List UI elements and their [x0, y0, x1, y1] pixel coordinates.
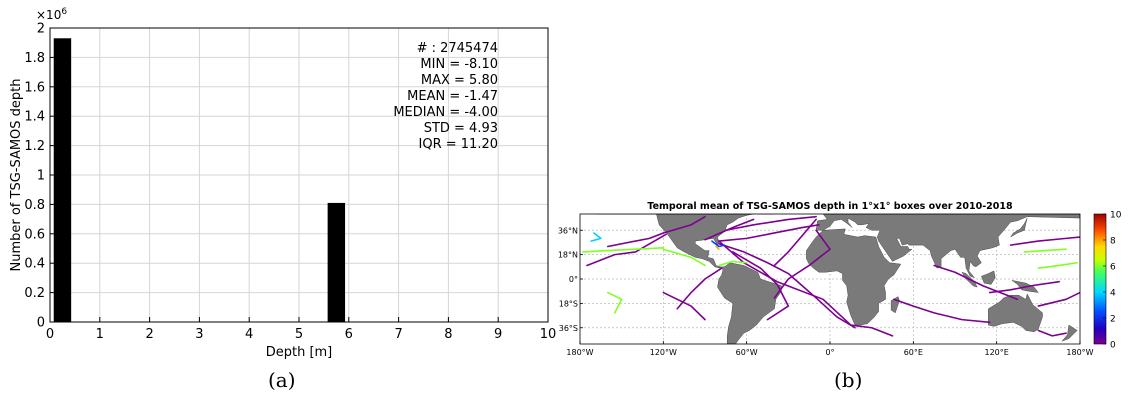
ship-track [718, 224, 820, 242]
y-tick-label: 1.2 [24, 139, 45, 154]
histogram-panel: 0 1 2 3 4 5 6 7 8 9 1000.20.40.60.811.21.41.61.82×… [9, 7, 557, 360]
ship-track [1037, 329, 1067, 337]
y-axis-label: Number of TSG-SAMOS depth [9, 78, 24, 271]
map-x-tick-label: 120°W [650, 348, 677, 357]
stats-line: MEAN = -1.47 [407, 89, 498, 104]
ship-track [704, 218, 755, 241]
ship-track [606, 232, 665, 248]
map-y-tick-label: 36°N [558, 226, 578, 235]
x-tick-label: 3 [195, 327, 203, 342]
stats-line: MIN = -8.10 [420, 57, 498, 72]
caption-b: (b) [834, 368, 863, 392]
map-y-tick-label: 0° [569, 275, 578, 284]
ship-track [662, 215, 706, 234]
y-tick-label: 1.6 [24, 80, 45, 95]
map-x-tick-label: 180°W [1066, 348, 1093, 357]
map-content [580, 214, 1080, 344]
stats-line: MEDIAN = -4.00 [393, 105, 498, 120]
plot-frame [49, 27, 549, 323]
map-x-tick-label: 60°E [904, 348, 923, 357]
land-eurasia [815, 214, 1080, 279]
ship-track [718, 242, 856, 329]
ship-track [725, 215, 817, 232]
colorbar-tick-label: 8 [1110, 237, 1116, 247]
map-x-tick-label: 120°E [985, 348, 1009, 357]
ship-track [1037, 291, 1080, 307]
x-axis-label: Depth [m] [266, 345, 333, 360]
colorbar [1093, 213, 1107, 345]
x-tick-label: 5 [295, 327, 303, 342]
land-africa [806, 228, 902, 326]
ship-track [1037, 261, 1079, 269]
colorbar-tick-label: 2 [1110, 315, 1116, 325]
ship-track [773, 229, 831, 299]
map-y-tick-label: 18°N [558, 251, 578, 260]
bar [53, 38, 72, 322]
x-tick-label: 6 [345, 327, 353, 342]
x-tick-label: 2 [145, 327, 153, 342]
ship-track [662, 248, 706, 267]
x-tick-label: 8 [444, 327, 452, 342]
x-tick-label: 9 [494, 327, 502, 342]
ship-track [676, 267, 723, 310]
y-tick-label: 1.4 [24, 110, 45, 125]
x-tick-label: 7 [394, 327, 402, 342]
y-tick-label: 0 [37, 316, 45, 331]
map-panel: Temporal mean of TSG-SAMOS depth in 1°x1… [558, 201, 1122, 357]
ship-track [933, 264, 1019, 301]
ship-track [606, 291, 623, 314]
x-tick-label: 4 [245, 327, 253, 342]
y-tick-label: 0.4 [24, 257, 45, 272]
y-tick-label: 0.2 [24, 286, 45, 301]
map-y-tick-label: 36°S [559, 324, 578, 333]
stats-line: STD = 4.93 [424, 121, 498, 136]
y-multiplier: ×106 [36, 7, 67, 22]
y-tick-label: 0.6 [24, 227, 45, 242]
land-north-america [596, 214, 754, 269]
ship-track [731, 251, 790, 321]
ship-track [718, 260, 748, 267]
ship-track [711, 240, 726, 248]
caption-a: (a) [268, 368, 296, 392]
stats-line: MAX = 5.80 [421, 73, 498, 88]
ship-track [590, 232, 602, 242]
y-multiplier-exponent: 6 [61, 7, 67, 17]
map-x-tick-label: 60°W [736, 348, 758, 357]
ship-track [581, 247, 665, 253]
stats-line: # : 2745474 [417, 41, 498, 56]
land-south-america [717, 262, 782, 344]
colorbar-tick-label: 10 [1110, 211, 1122, 221]
y-tick-label: 2 [37, 22, 45, 37]
colorbar-tick-label: 6 [1110, 263, 1116, 273]
land-australia [988, 293, 1043, 333]
colorbar-tick-label: 0 [1110, 341, 1116, 351]
y-tick-label: 1.8 [24, 51, 45, 66]
x-tick-label: 1 [96, 327, 104, 342]
y-tick-label: 1 [37, 169, 45, 184]
ship-track [662, 291, 706, 321]
map-y-tick-label: 18°S [559, 299, 578, 308]
land-japan [1010, 217, 1028, 238]
ship-track [893, 298, 991, 324]
ship-track [586, 233, 667, 267]
ship-track [1023, 248, 1067, 253]
stats-line: IQR = 11.20 [419, 137, 498, 152]
x-tick-label: 0 [46, 327, 54, 342]
ship-track [715, 245, 720, 251]
map-title: Temporal mean of TSG-SAMOS depth in 1°x1… [647, 201, 1013, 212]
land-borneo [981, 270, 996, 285]
bar [327, 202, 346, 322]
ship-track [988, 280, 1060, 294]
y-tick-label: 0.8 [24, 198, 45, 213]
colorbar-tick-label: 4 [1110, 289, 1116, 299]
x-tick-label: 10 [540, 327, 557, 342]
ship-track [773, 218, 817, 267]
map-x-tick-label: 180°W [566, 348, 593, 357]
map-x-tick-label: 0° [825, 348, 834, 357]
land-new-zealand [1061, 324, 1078, 342]
ship-track [1009, 236, 1080, 246]
